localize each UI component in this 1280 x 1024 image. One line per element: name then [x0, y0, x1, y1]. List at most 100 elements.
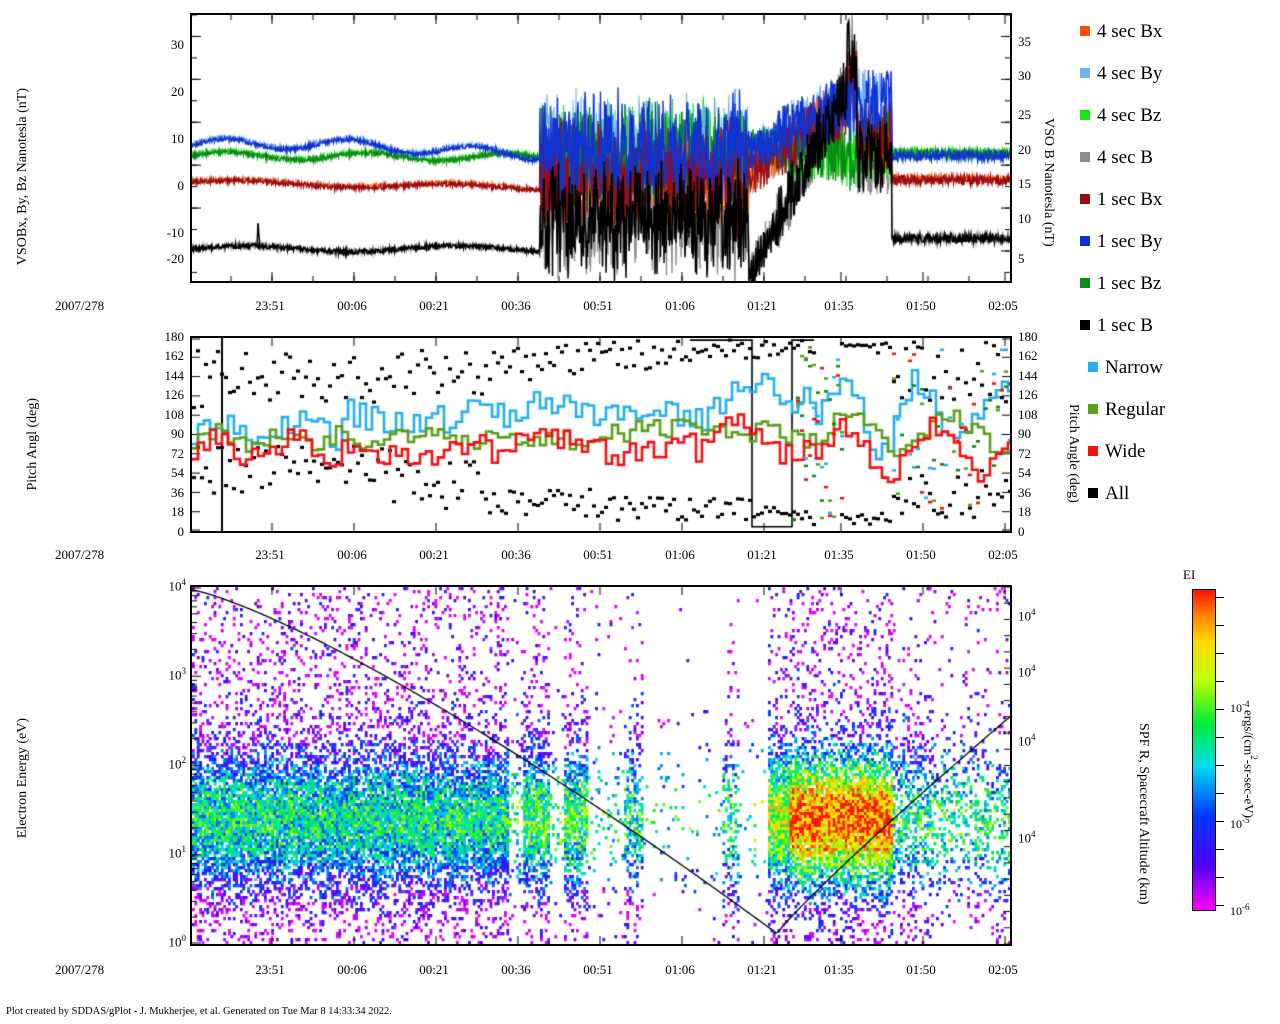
legend-swatch-icon [1080, 26, 1090, 36]
panel3-xtick: 00:06 [337, 962, 367, 977]
panel3-xtick: 02:05 [988, 962, 1018, 977]
legend-item-all[interactable]: All [1080, 472, 1280, 514]
panel2-xtick: 01:21 [747, 547, 777, 562]
panel2-xtick: 00:21 [419, 547, 449, 562]
colorbar-tickmark [1216, 737, 1224, 738]
legend-label: All [1105, 482, 1130, 504]
legend: 4 sec Bx 4 sec By 4 sec Bz 4 sec B 1 sec… [1080, 10, 1280, 514]
panel2-ylabel-right-text: Pitch Angle (deg) [1065, 404, 1081, 503]
colorbar-tickmark [1216, 709, 1224, 710]
colorbar-gradient [1192, 589, 1216, 911]
panel1-ylabel-left-text: VSOBx, By, Bz Nanotesla (nT) [15, 88, 30, 266]
legend-item-regular[interactable]: Regular [1080, 388, 1280, 430]
panel1-ylabel-right: VSO B Nanotesla (nT) [1038, 118, 1057, 247]
panel3-right-ticks: 104 104 104 104 [1018, 607, 1036, 846]
legend-swatch-icon [1080, 194, 1090, 204]
panel1-xtick: 01:35 [824, 298, 854, 313]
colorbar-tickmark [1216, 821, 1224, 822]
legend-item-1-sec-bx[interactable]: 1 sec Bx [1080, 178, 1280, 220]
panel1-ylabel-right-text: VSO B Nanotesla (nT) [1040, 118, 1056, 247]
colorbar-tickmark [1216, 877, 1224, 878]
panel3-ylabel-left-text: Electron Energy (eV) [15, 718, 30, 839]
panel3-xtick: 00:21 [419, 962, 449, 977]
colorbar-tick: 10-5 [1230, 815, 1250, 831]
panel3-xaxis-labels: 23:51 00:06 00:21 00:36 00:51 01:06 01:2… [0, 962, 1280, 982]
panel3-xtick: 00:51 [583, 962, 613, 977]
panel2-ylabel-left-text: Pitch Angl (deg) [25, 398, 40, 491]
colorbar-title-text: EI [1183, 567, 1196, 582]
legend-swatch-icon [1080, 110, 1090, 120]
panel2-xtick: 01:06 [665, 547, 695, 562]
panel2-xtick: 02:05 [988, 547, 1018, 562]
legend-swatch-icon [1080, 152, 1090, 162]
panel1-ylabel-left: VSOBx, By, Bz Nanotesla (nT) [14, 88, 33, 265]
panel-pitch-angle [190, 336, 1012, 533]
legend-swatch-icon [1080, 236, 1090, 246]
legend-label: 4 sec Bz [1097, 104, 1162, 126]
legend-swatch-icon [1088, 446, 1098, 456]
panel3-xtick: 01:06 [665, 962, 695, 977]
legend-item-4-sec-b[interactable]: 4 sec B [1080, 136, 1280, 178]
panel1-xtick: 00:51 [583, 298, 613, 313]
colorbar-title: EI [1183, 567, 1195, 583]
legend-label: 4 sec Bx [1097, 20, 1163, 42]
colorbar-tickmark [1216, 625, 1224, 626]
panel1-right-ticks: 35 30 25 20 15 10 5 [1018, 34, 1031, 266]
legend-label: Regular [1105, 398, 1166, 420]
colorbar-tick: 10-4 [1230, 699, 1250, 715]
panel2-xtick: 01:35 [824, 547, 854, 562]
legend-item-4-sec-bx[interactable]: 4 sec Bx [1080, 10, 1280, 52]
panel3-xtick: 00:36 [501, 962, 531, 977]
panel2-left-ticks: 180 162 144 126 108 90 72 54 36 18 0 [164, 329, 185, 539]
legend-swatch-icon [1088, 404, 1098, 414]
legend-item-4-sec-by[interactable]: 4 sec By [1080, 52, 1280, 94]
panel3-left-ticks: 104 103 102 101 100 [168, 577, 187, 950]
panel3-xtick: 01:35 [824, 962, 854, 977]
legend-label: Wide [1105, 440, 1146, 462]
panel1-xtick: 01:06 [665, 298, 695, 313]
panel1-xtick: 01:21 [747, 298, 777, 313]
legend-label: 1 sec By [1097, 230, 1163, 252]
colorbar-tickmark [1216, 849, 1224, 850]
electron-spectrogram-canvas [192, 587, 1010, 944]
panel2-xaxis-labels: 23:51 00:06 00:21 00:36 00:51 01:06 01:2… [0, 547, 1280, 567]
panel3-xtick: 01:21 [747, 962, 777, 977]
legend-label: 4 sec By [1097, 62, 1163, 84]
colorbar-tickmark [1216, 793, 1224, 794]
panel1-xtick: 02:05 [988, 298, 1018, 313]
panel3-ylabel-right-text: SPF R, Spacecraft Altitude (km) [1135, 723, 1151, 905]
colorbar-tickmark [1216, 681, 1224, 682]
legend-swatch-icon [1080, 278, 1090, 288]
colorbar-tick: 10-6 [1230, 902, 1250, 918]
panel3-xtick: 23:51 [255, 962, 285, 977]
legend-label: 1 sec Bx [1097, 188, 1163, 210]
panel1-xtick: 00:06 [337, 298, 367, 313]
legend-swatch-icon [1088, 488, 1098, 498]
footer-credit: Plot created by SDDAS/gPlot - J. Mukherj… [6, 1006, 392, 1017]
colorbar-units: ergs/(cm2-sr-sec-eV) [1240, 710, 1260, 818]
legend-item-wide[interactable]: Wide [1080, 430, 1280, 472]
legend-swatch-icon [1088, 362, 1098, 372]
panel1-left-ticks: 30 20 10 0 -10 -20 [166, 37, 184, 266]
legend-swatch-icon [1080, 68, 1090, 78]
legend-label: 1 sec Bz [1097, 272, 1162, 294]
panel2-right-ticks: 180 162 144 126 108 90 72 54 36 18 0 [1018, 329, 1038, 539]
legend-item-1-sec-bz[interactable]: 1 sec Bz [1080, 262, 1280, 304]
colorbar-tickmark [1216, 653, 1224, 654]
legend-item-4-sec-bz[interactable]: 4 sec Bz [1080, 94, 1280, 136]
colorbar-tickmark [1216, 765, 1224, 766]
panel-electron-spectrogram [190, 585, 1012, 946]
legend-item-1-sec-by[interactable]: 1 sec By [1080, 220, 1280, 262]
legend-item-1-sec-b[interactable]: 1 sec B [1080, 304, 1280, 346]
colorbar-tickmark [1216, 905, 1224, 906]
panel1-xtick: 00:21 [419, 298, 449, 313]
legend-label: Narrow [1105, 356, 1164, 378]
panel3-ylabel-left: Electron Energy (eV) [14, 718, 33, 838]
panel2-date-label: 2007/278 [55, 547, 105, 562]
legend-label: 4 sec B [1097, 146, 1153, 168]
legend-item-narrow[interactable]: Narrow [1080, 346, 1280, 388]
panel1-xtick: 00:36 [501, 298, 531, 313]
panel2-xtick: 00:36 [501, 547, 531, 562]
colorbar-ticks: 10-4 10-5 10-6 [1216, 589, 1276, 918]
panel2-xtick: 01:50 [906, 547, 936, 562]
